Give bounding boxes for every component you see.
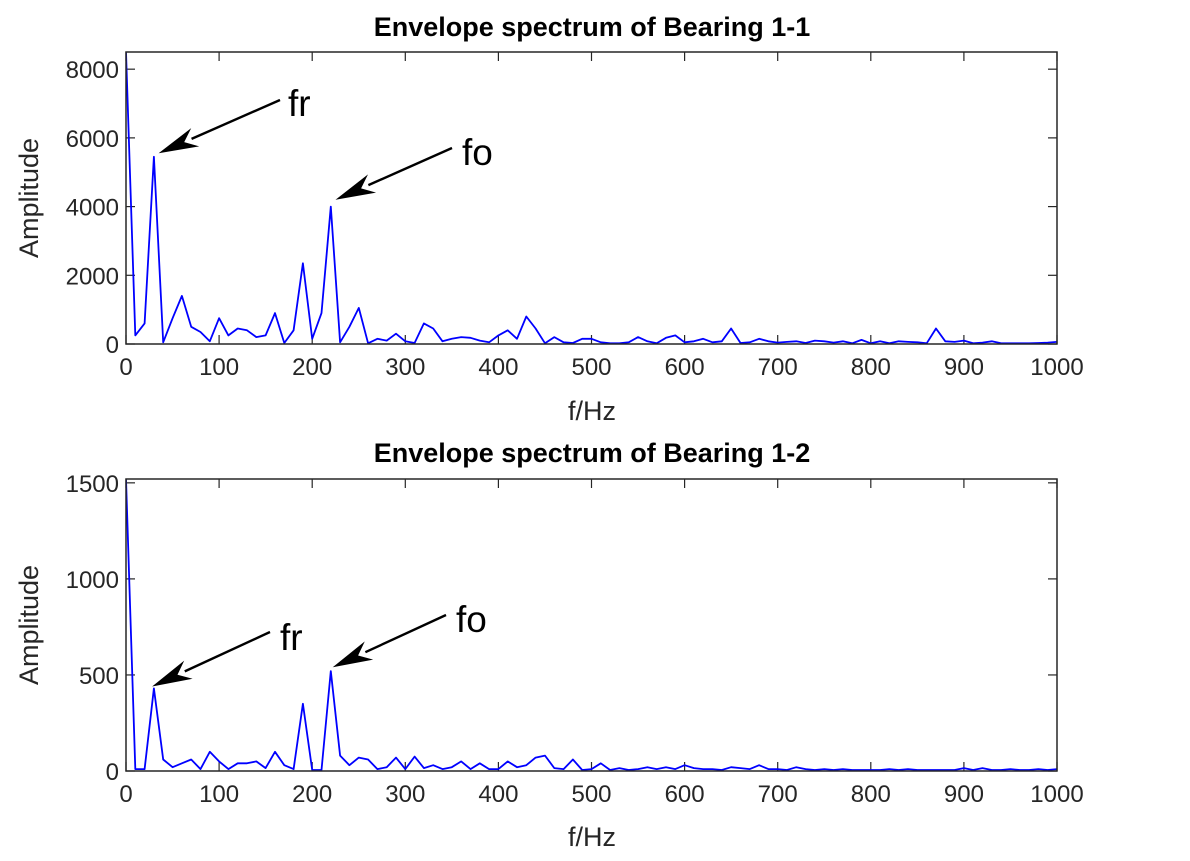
chart-bottom-xtick-label: 1000	[1030, 781, 1083, 808]
chart-top-xtick-label: 800	[851, 354, 891, 381]
chart-top-xtick-label: 900	[944, 354, 984, 381]
chart-top-annotation-arrow-fr	[191, 98, 281, 140]
chart-top-series-line	[126, 52, 1057, 344]
chart-bottom-xtick-label: 600	[665, 781, 705, 808]
chart-bottom-xtick-label: 700	[758, 781, 798, 808]
chart-top-annotation-arrow-fo	[367, 146, 453, 187]
chart-bottom-xtick-label: 200	[292, 781, 332, 808]
chart-top-ytick-label: 6000	[66, 126, 119, 153]
chart-bottom-series-line	[126, 479, 1057, 771]
chart-top-ylabel: Amplitude	[14, 138, 44, 258]
chart-bottom-xtick-label: 100	[199, 781, 239, 808]
chart-top-annotation-label-fr: fr	[288, 83, 311, 124]
chart-bottom-annotation-arrow-fo	[364, 613, 447, 654]
chart-bottom-xtick-label: 900	[944, 781, 984, 808]
chart-bottom-xtick-label: 0	[119, 781, 132, 808]
chart-top-xtick-label: 1000	[1030, 354, 1083, 381]
chart-bottom-ytick-label: 500	[79, 663, 119, 690]
chart-bottom-ytick-label: 0	[106, 759, 119, 786]
chart-top-xtick-label: 300	[385, 354, 425, 381]
chart-bottom-title: Envelope spectrum of Bearing 1-2	[374, 438, 811, 468]
chart-top-xtick-label: 700	[758, 354, 798, 381]
chart-top-ytick-label: 4000	[66, 195, 119, 222]
chart-bottom: Envelope spectrum of Bearing 1-2 0 100 200…	[14, 438, 1084, 852]
chart-top-ytick-label: 8000	[66, 57, 119, 84]
chart-top-xtick-label: 400	[478, 354, 518, 381]
chart-bottom-ytick-label: 1500	[66, 471, 119, 498]
chart-bottom-ytick-label: 1000	[66, 567, 119, 594]
chart-top-axes-box	[125, 51, 1058, 345]
chart-bottom-xtick-label: 800	[851, 781, 891, 808]
chart-bottom-xtick-label: 500	[571, 781, 611, 808]
chart-top-ytick-label: 2000	[66, 263, 119, 290]
chart-top: Envelope spectrum of Bearing 1-1 0 100 200…	[14, 12, 1084, 426]
chart-top-xtick-label: 100	[199, 354, 239, 381]
chart-bottom-xtick-label: 300	[385, 781, 425, 808]
chart-bottom-axes-box	[125, 478, 1058, 772]
chart-top-annotation-arrowhead-fr	[158, 128, 200, 154]
chart-bottom-annotation-arrow-fr	[184, 630, 271, 673]
chart-top-ytick-label: 0	[106, 332, 119, 359]
chart-top-annotation-arrowhead-fo	[335, 174, 377, 200]
chart-top-xlabel: f/Hz	[568, 396, 616, 426]
chart-bottom-annotation-arrowhead-fr	[152, 660, 193, 687]
chart-top-title: Envelope spectrum of Bearing 1-1	[374, 12, 811, 42]
chart-top-annotation-label-fo: fo	[462, 132, 493, 173]
chart-bottom-xtick-label: 400	[478, 781, 518, 808]
chart-top-xtick-label: 600	[665, 354, 705, 381]
chart-bottom-annotation-arrowhead-fo	[332, 641, 374, 668]
chart-bottom-annotation-label-fo: fo	[456, 599, 487, 640]
chart-bottom-ylabel: Amplitude	[14, 565, 44, 685]
chart-top-xtick-label: 0	[119, 354, 132, 381]
chart-top-xtick-label: 500	[571, 354, 611, 381]
chart-bottom-xlabel: f/Hz	[568, 822, 616, 852]
chart-bottom-annotation-label-fr: fr	[280, 617, 303, 658]
chart-top-xtick-label: 200	[292, 354, 332, 381]
